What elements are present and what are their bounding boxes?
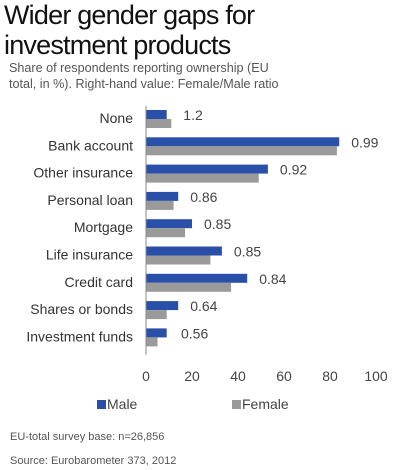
category-label-bank-account: Bank account	[48, 137, 133, 153]
bar-male-personal-loan	[146, 191, 179, 201]
legend-label-female: Female	[242, 396, 289, 412]
ratio-label-none: 1.2	[183, 107, 203, 123]
bar-female-mortgage	[146, 228, 186, 238]
x-tick-label-0: 0	[142, 368, 150, 384]
ratio-label-bank-account: 0.99	[351, 134, 378, 150]
category-label-personal-loan: Personal loan	[47, 192, 133, 208]
x-tick-label-80: 80	[322, 368, 338, 384]
bar-female-investment-funds	[146, 337, 158, 347]
x-tick-label-60: 60	[276, 368, 292, 384]
legend-item-male: Male	[97, 396, 137, 412]
bar-male-life-insurance	[146, 246, 222, 256]
bar-male-credit-card	[146, 273, 248, 283]
x-tick-label-20: 20	[184, 368, 200, 384]
bar-male-mortgage	[146, 219, 192, 229]
chart-subtitle-line-2: total, in %). Right-hand value: Female/M…	[9, 77, 279, 91]
bar-female-shares-or-bonds	[146, 310, 167, 320]
chart-title: Wider gender gaps for investment product…	[4, 0, 396, 60]
footnote: EU-total survey base: n=26,856	[10, 431, 165, 443]
bar-female-life-insurance	[146, 255, 211, 265]
ratio-label-shares-or-bonds: 0.64	[190, 298, 217, 314]
ratio-label-other-insurance: 0.92	[280, 162, 307, 178]
ratio-label-life-insurance: 0.85	[234, 244, 261, 260]
chart-title-line-1: Wider gender gaps for	[4, 0, 255, 30]
category-label-investment-funds: Investment funds	[26, 328, 133, 344]
category-label-mortgage: Mortgage	[74, 219, 133, 235]
bar-female-credit-card	[146, 282, 232, 292]
category-label-other-insurance: Other insurance	[33, 165, 133, 181]
chart-title-line-2: investment products	[4, 30, 231, 60]
ratio-label-personal-loan: 0.86	[190, 189, 217, 205]
legend-swatch-male	[97, 399, 106, 409]
category-label-life-insurance: Life insurance	[46, 247, 133, 263]
bar-male-investment-funds	[146, 328, 167, 338]
category-label-none: None	[100, 110, 134, 126]
bar-female-other-insurance	[146, 173, 259, 183]
x-tick-label-40: 40	[230, 368, 246, 384]
source-note: Source: Eurobarometer 373, 2012	[10, 455, 177, 467]
chart-subtitle-line-1: Share of respondents reporting ownership…	[9, 61, 269, 75]
bar-male-bank-account	[146, 137, 340, 147]
bar-male-none	[146, 110, 167, 119]
ratio-label-credit-card: 0.84	[259, 271, 286, 287]
bar-female-bank-account	[146, 146, 337, 156]
legend-swatch-female	[232, 399, 241, 409]
bar-male-shares-or-bonds	[146, 301, 179, 311]
x-tick-label-100: 100	[364, 368, 388, 384]
bar-male-other-insurance	[146, 164, 268, 174]
legend-label-male: Male	[107, 396, 138, 412]
category-label-shares-or-bonds: Shares or bonds	[30, 301, 133, 317]
ratio-label-investment-funds: 0.56	[181, 325, 208, 341]
bar-female-personal-loan	[146, 200, 174, 210]
category-label-credit-card: Credit card	[65, 274, 133, 290]
legend-item-female: Female	[232, 396, 289, 412]
chart-subtitle: Share of respondents reporting ownership…	[9, 60, 397, 92]
bar-female-none	[146, 119, 172, 128]
ratio-label-mortgage: 0.85	[204, 216, 231, 232]
